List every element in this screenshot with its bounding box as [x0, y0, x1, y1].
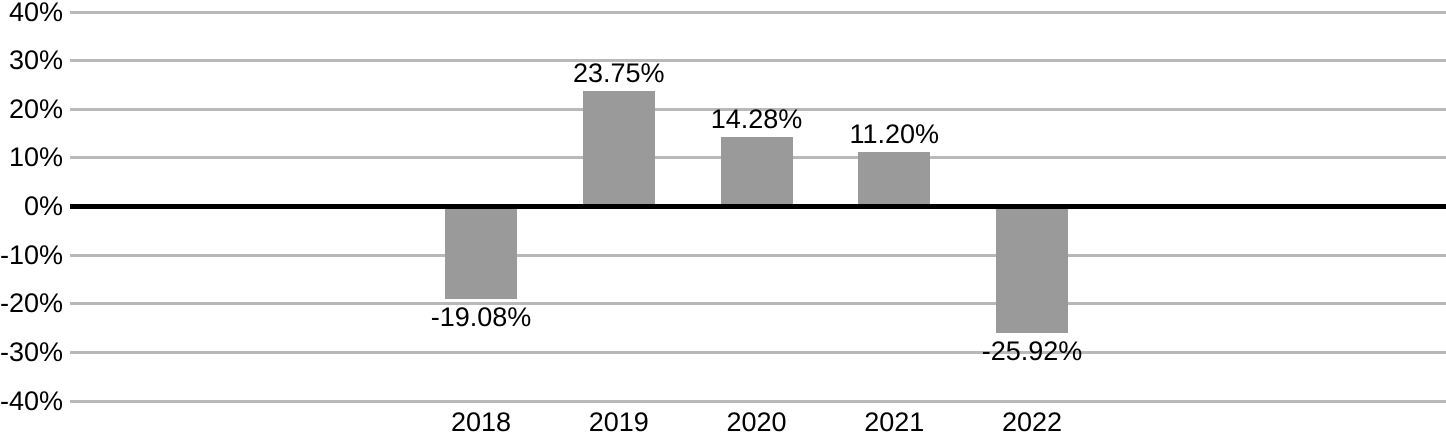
- gridline: [70, 107, 1446, 111]
- x-axis-tick-label-2019: 2019: [588, 407, 649, 437]
- gridline: [70, 59, 1446, 63]
- x-axis-tick-label-2021: 2021: [864, 407, 925, 437]
- y-axis-tick-label: -20%: [0, 288, 64, 319]
- x-axis-tick-label-2018: 2018: [450, 407, 512, 437]
- bar-2018: [445, 206, 517, 300]
- y-axis-tick-label: -10%: [0, 239, 64, 270]
- y-axis-tick-label: 30%: [8, 45, 63, 76]
- bar-2019: [582, 91, 655, 207]
- bar-2020: [720, 137, 793, 207]
- x-axis-tick-label-2022: 2022: [1001, 407, 1063, 437]
- data-label-2019: 23.75%: [572, 58, 665, 89]
- gridline: [70, 253, 1446, 257]
- data-label-2021: 11.20%: [849, 119, 940, 150]
- zero-axis-line: [70, 204, 1446, 209]
- data-label-2022: -25.92%: [981, 335, 1083, 366]
- y-axis-tick-label: 20%: [8, 93, 63, 124]
- gridline: [70, 302, 1446, 306]
- gridline: [70, 350, 1446, 354]
- bar-2022: [996, 206, 1068, 333]
- y-axis-tick-label: 0%: [23, 191, 63, 221]
- y-axis-tick-label: 10%: [8, 142, 63, 173]
- gridline: [70, 10, 1446, 14]
- y-axis-tick-label: 40%: [8, 0, 63, 27]
- data-label-2020: 14.28%: [710, 104, 803, 135]
- x-axis-tick-label-2020: 2020: [726, 407, 787, 437]
- bar-2021: [858, 152, 931, 207]
- y-axis-tick-label: -40%: [0, 385, 64, 416]
- y-axis-tick-label: -30%: [0, 336, 64, 367]
- gridline: [70, 399, 1446, 403]
- data-label-2018: -19.08%: [430, 302, 532, 333]
